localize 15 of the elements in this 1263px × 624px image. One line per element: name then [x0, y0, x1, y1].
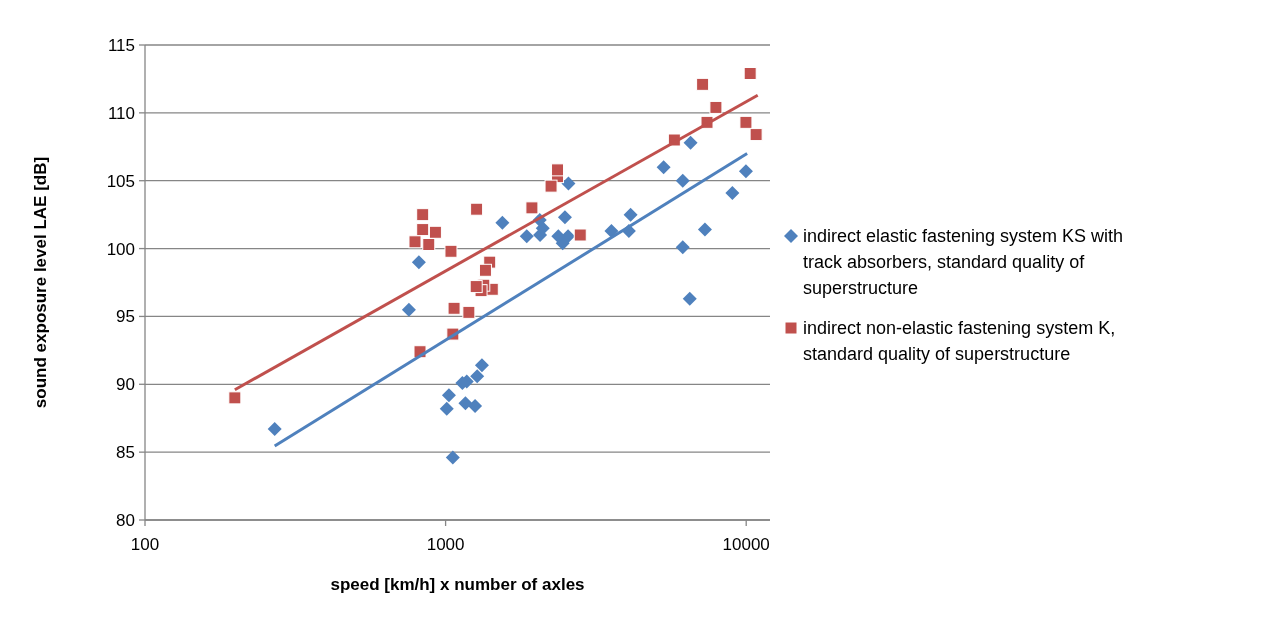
x-tick-label: 1000: [426, 535, 465, 554]
x-tick-label: 100: [130, 535, 160, 554]
y-tick-label: 90: [116, 375, 135, 395]
legend-label: indirect elastic fastening system KS with track absorbers, standard quality of superstructure: [803, 226, 1124, 298]
y-tick-label: 80: [116, 510, 135, 530]
y-tick-label: 110: [107, 103, 135, 123]
legend-label: indirect non-elastic fastening system K, standard quality of superstructure: [803, 318, 1116, 364]
y-tick-label: 95: [116, 307, 135, 327]
y-axis-title: sound exposure level LAE [dB]: [31, 156, 50, 409]
x-tick-label: 10000: [722, 535, 770, 554]
y-tick-label: 105: [106, 171, 135, 191]
y-tick-label: 115: [107, 35, 135, 55]
y-tick-label: 100: [106, 239, 135, 259]
x-axis-title: speed [km/h] x number of axles: [330, 575, 585, 594]
y-tick-label: 85: [116, 443, 135, 463]
